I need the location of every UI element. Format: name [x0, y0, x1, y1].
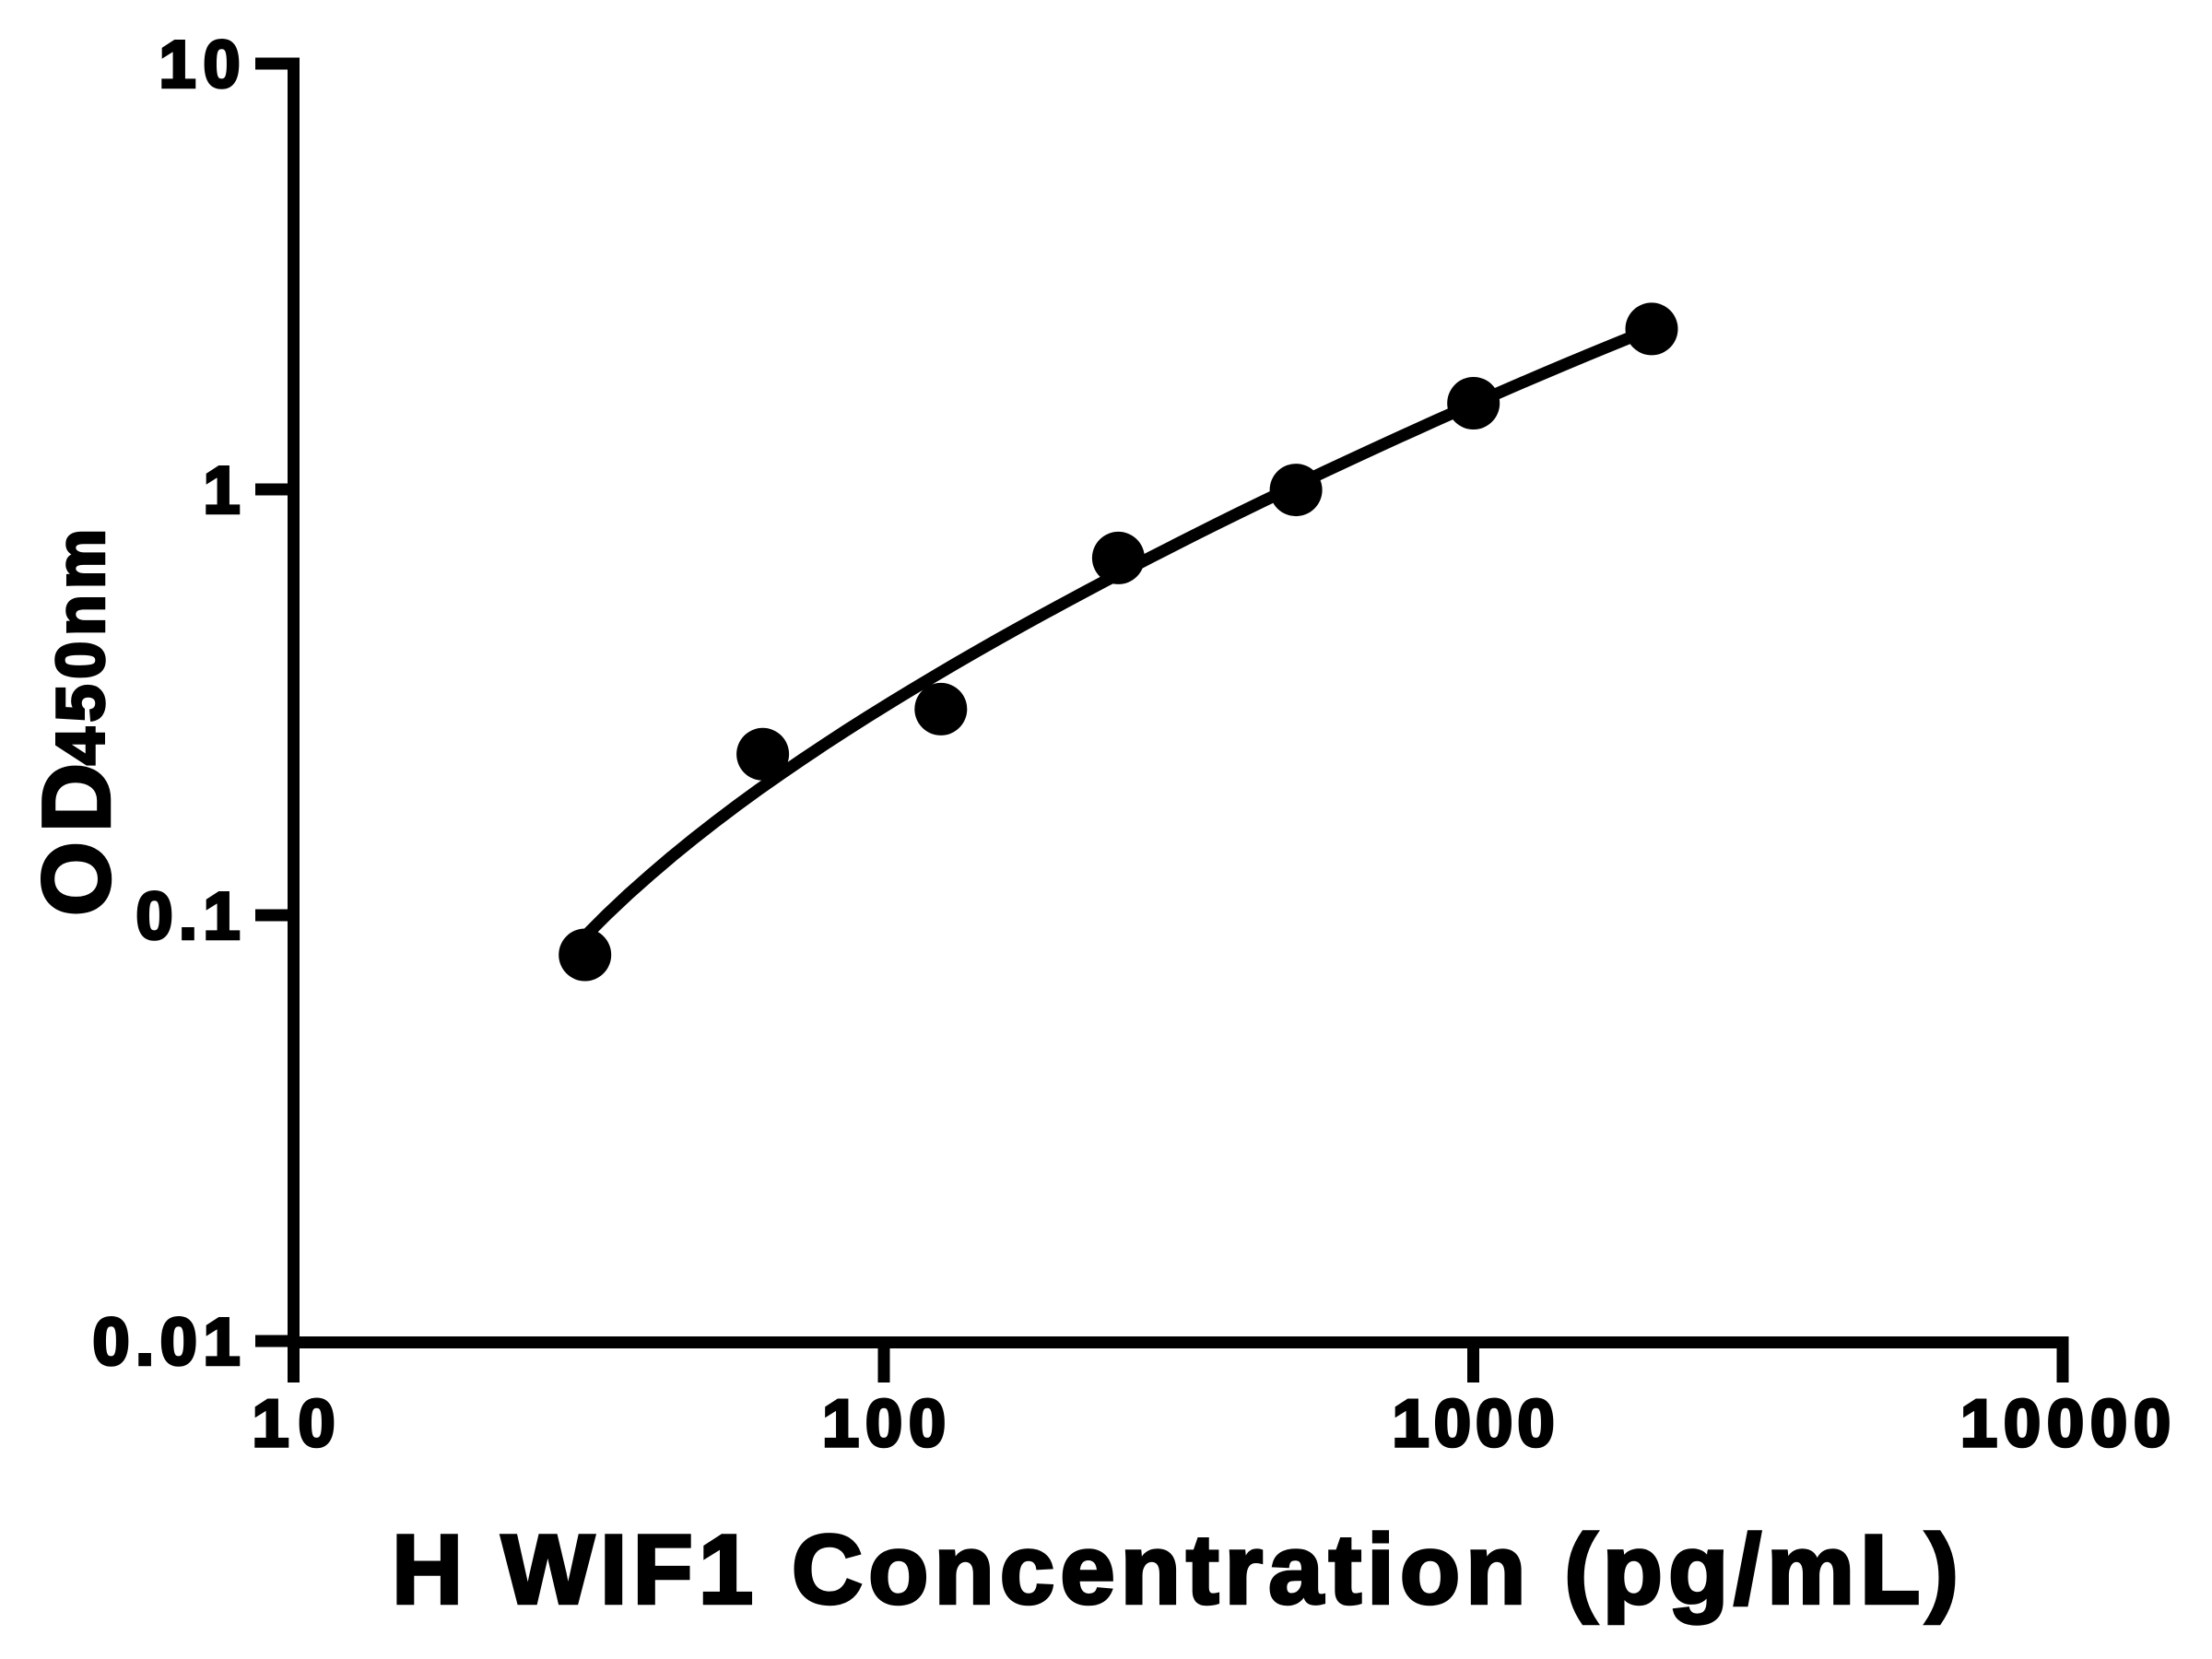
svg-text:10000: 10000	[1960, 1387, 2171, 1461]
svg-text:0.1: 0.1	[136, 880, 241, 954]
svg-text:0.01: 0.01	[93, 1306, 241, 1380]
svg-text:H WIF1 Concentration (pg/mL): H WIF1 Concentration (pg/mL)	[392, 1514, 1959, 1625]
svg-text:100: 100	[822, 1387, 946, 1461]
svg-text:1: 1	[203, 454, 240, 528]
svg-text:450nm: 450nm	[44, 529, 119, 765]
